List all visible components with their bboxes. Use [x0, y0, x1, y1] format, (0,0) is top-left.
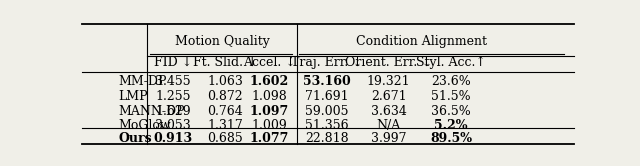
Text: Accel. ↓: Accel. ↓: [243, 56, 296, 69]
Text: LMP: LMP: [118, 90, 148, 103]
Text: 3.053: 3.053: [156, 119, 191, 132]
Text: 89.5%: 89.5%: [430, 132, 472, 145]
Text: Styl. Acc.↑: Styl. Acc.↑: [416, 56, 486, 69]
Text: 3.997: 3.997: [371, 132, 406, 145]
Text: 3.455: 3.455: [156, 75, 191, 88]
Text: 3.634: 3.634: [371, 105, 406, 118]
Text: FID ↓: FID ↓: [154, 56, 193, 69]
Text: Ours: Ours: [118, 132, 152, 145]
Text: 0.764: 0.764: [207, 105, 243, 118]
Text: 0.685: 0.685: [207, 132, 243, 145]
Text: 51.5%: 51.5%: [431, 90, 471, 103]
Text: 53.160: 53.160: [303, 75, 350, 88]
Text: 1.629: 1.629: [156, 105, 191, 118]
Text: Traj. Err. ↓: Traj. Err. ↓: [291, 56, 362, 69]
Text: 1.097: 1.097: [250, 105, 289, 118]
Text: 59.005: 59.005: [305, 105, 348, 118]
Text: 1.255: 1.255: [156, 90, 191, 103]
Text: 1.317: 1.317: [207, 119, 243, 132]
Text: Condition Alignment: Condition Alignment: [356, 35, 487, 48]
Text: 1.077: 1.077: [250, 132, 289, 145]
Text: 19.321: 19.321: [367, 75, 410, 88]
Text: 2.671: 2.671: [371, 90, 406, 103]
Text: 1.009: 1.009: [252, 119, 287, 132]
Text: MoGlow: MoGlow: [118, 119, 172, 132]
Text: 71.691: 71.691: [305, 90, 348, 103]
Text: 22.818: 22.818: [305, 132, 348, 145]
Text: 1.602: 1.602: [250, 75, 289, 88]
Text: Motion Quality: Motion Quality: [175, 35, 270, 48]
Text: MANN-DP: MANN-DP: [118, 105, 186, 118]
Text: 36.5%: 36.5%: [431, 105, 471, 118]
Text: 23.6%: 23.6%: [431, 75, 471, 88]
Text: N/A: N/A: [376, 119, 401, 132]
Text: 0.872: 0.872: [207, 90, 243, 103]
Text: 0.913: 0.913: [154, 132, 193, 145]
Text: 1.063: 1.063: [207, 75, 243, 88]
Text: 51.356: 51.356: [305, 119, 348, 132]
Text: MM-DP: MM-DP: [118, 75, 167, 88]
Text: 1.098: 1.098: [252, 90, 287, 103]
Text: Ft. Slid. ↓: Ft. Slid. ↓: [193, 56, 257, 69]
Text: Orient. Err. ↓: Orient. Err. ↓: [345, 56, 432, 69]
Text: 5.2%: 5.2%: [435, 119, 468, 132]
